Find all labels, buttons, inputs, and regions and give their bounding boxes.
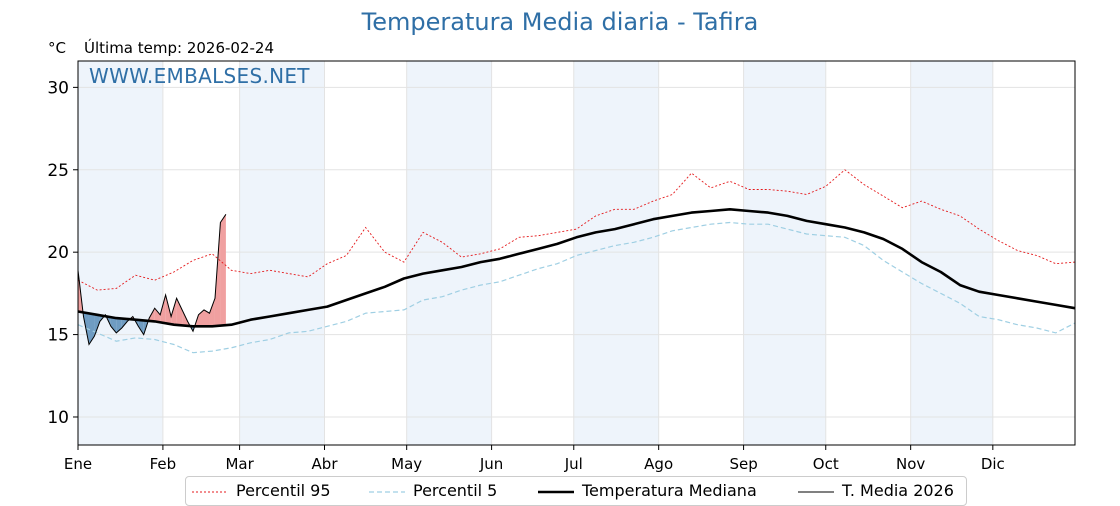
x-tick-label-abr: Abr	[312, 455, 339, 473]
x-tick-label-nov: Nov	[896, 455, 925, 473]
y-unit-label: °C	[48, 39, 66, 57]
legend-label-current: T. Media 2026	[842, 481, 954, 500]
legend-swatch-current	[798, 487, 834, 497]
legend-swatch-p95	[192, 487, 228, 497]
legend: Percentil 95 Percentil 5 Temperatura Med…	[185, 476, 967, 506]
x-tick-label-jun: Jun	[479, 455, 503, 473]
x-tick-label-jul: Jul	[564, 455, 583, 473]
legend-item-current: T. Media 2026	[798, 481, 954, 501]
x-tick-label-ago: Ago	[644, 455, 673, 473]
x-tick-label-may: May	[391, 455, 422, 473]
y-tick-label: 20	[47, 243, 69, 263]
legend-label-p95: Percentil 95	[236, 481, 331, 500]
legend-swatch-p5	[369, 487, 405, 497]
x-tick-label-oct: Oct	[813, 455, 839, 473]
x-tick-label-sep: Sep	[729, 455, 757, 473]
month-band-ene	[78, 61, 163, 445]
y-tick-label: 30	[47, 78, 69, 98]
y-tick-label: 10	[47, 408, 69, 428]
x-tick-label-feb: Feb	[150, 455, 177, 473]
month-band-mar	[240, 61, 325, 445]
x-tick-label-dic: Dic	[981, 455, 1005, 473]
month-band-sep	[744, 61, 826, 445]
above-median-fill	[220, 214, 225, 325]
above-median-fill	[177, 298, 182, 325]
legend-label-median: Temperatura Mediana	[582, 481, 757, 500]
legend-swatch-median	[538, 487, 574, 497]
watermark: WWW.EMBALSES.NET	[89, 64, 310, 88]
x-tick-label-mar: Mar	[225, 455, 254, 473]
legend-label-p5: Percentil 5	[413, 481, 497, 500]
y-tick-label: 25	[47, 161, 69, 181]
month-band-may	[407, 61, 492, 445]
legend-item-p5: Percentil 5	[369, 481, 497, 501]
y-tick-label: 15	[47, 326, 69, 346]
legend-item-p95: Percentil 95	[192, 481, 331, 501]
legend-item-median: Temperatura Mediana	[538, 481, 757, 501]
x-tick-label-ene: Ene	[64, 455, 92, 473]
chart-title: Temperatura Media diaria - Tafira	[0, 8, 1120, 36]
month-band-nov	[911, 61, 993, 445]
last-temp-label: Última temp: 2026-02-24	[84, 39, 274, 57]
